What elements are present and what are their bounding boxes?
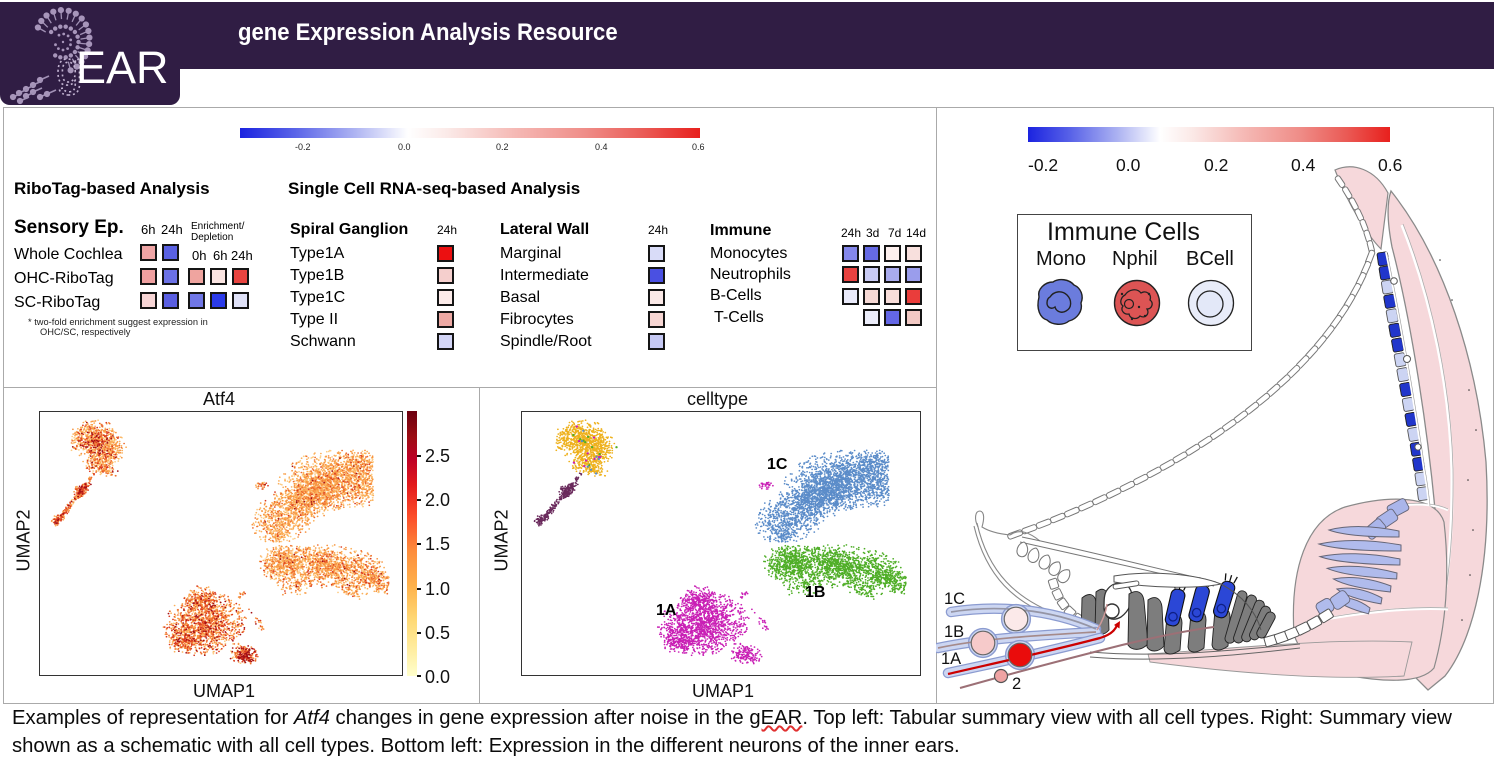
svg-text:1A: 1A bbox=[941, 650, 961, 668]
svg-text:g: g bbox=[56, 43, 83, 96]
svg-text:1C: 1C bbox=[944, 590, 965, 608]
svg-text:2: 2 bbox=[1012, 675, 1021, 693]
svg-text:EAR: EAR bbox=[76, 42, 169, 93]
svg-text:1B: 1B bbox=[944, 623, 964, 641]
